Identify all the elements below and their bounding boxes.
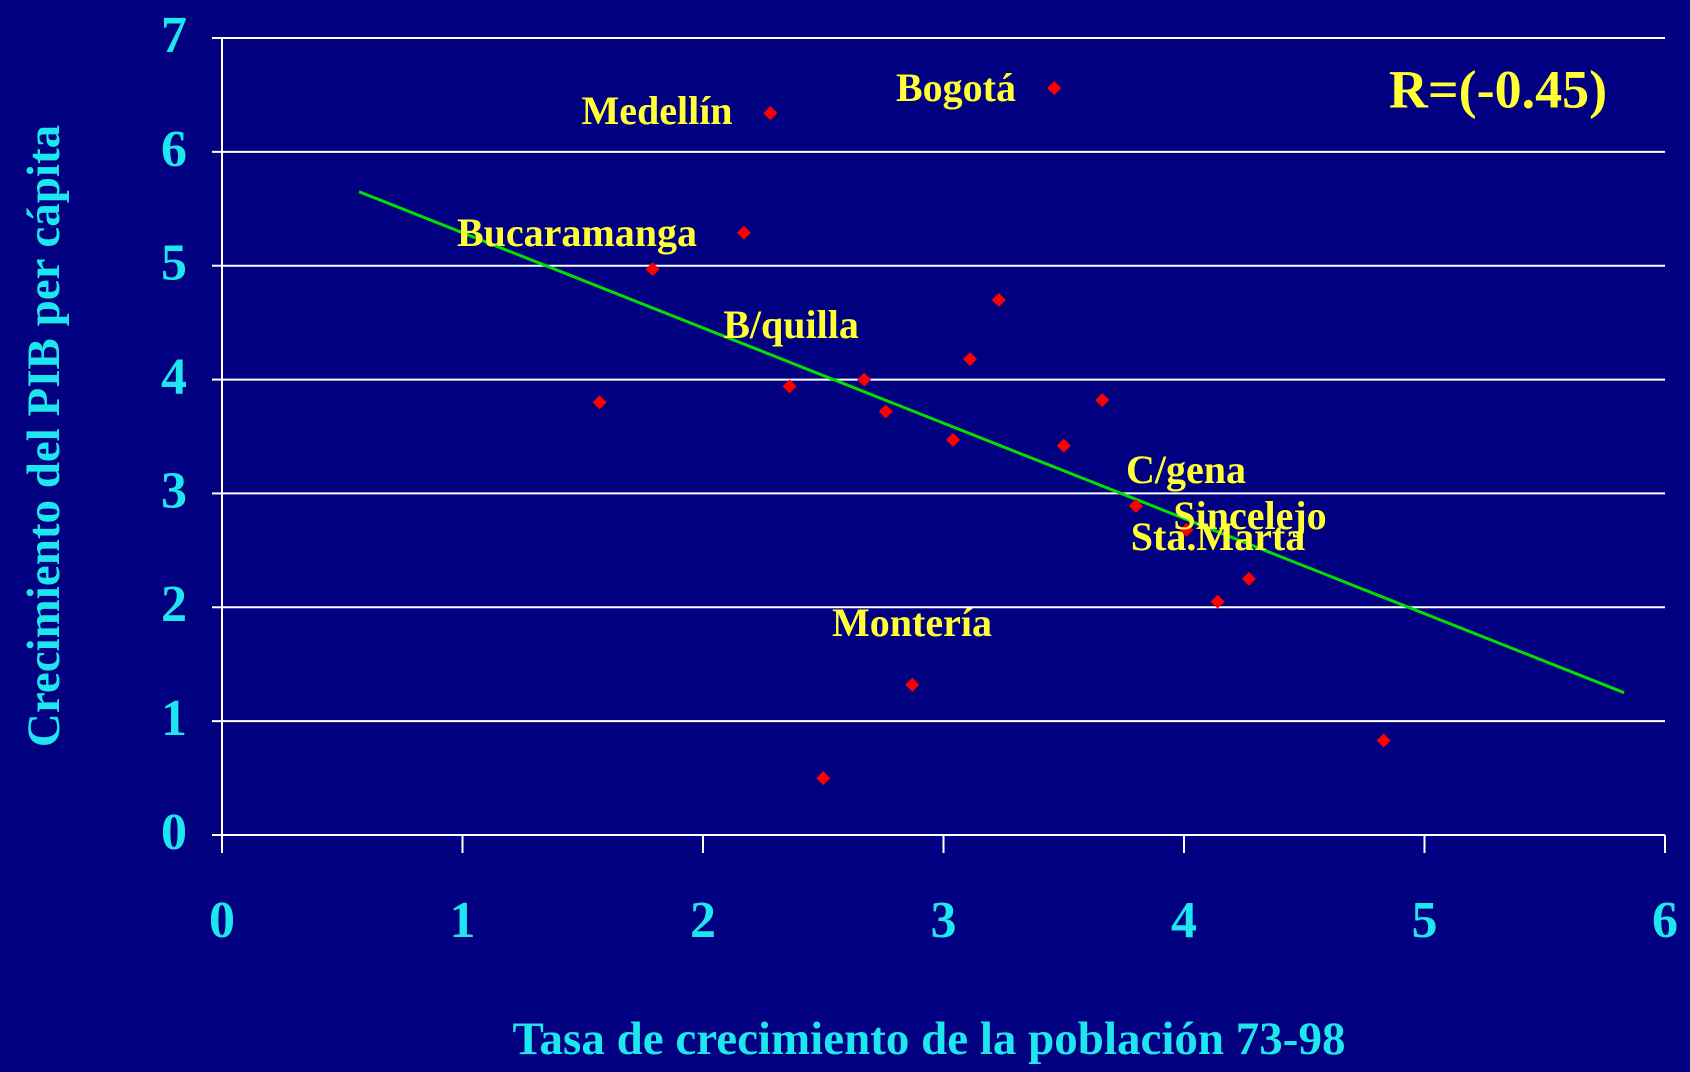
point: [1095, 393, 1110, 408]
x-tick-label: 1: [450, 892, 476, 949]
annotation: Sincelejo: [1173, 493, 1326, 538]
point: [816, 771, 831, 786]
y-tick-label: 4: [161, 349, 187, 406]
point: [1056, 438, 1071, 453]
point: [878, 404, 893, 419]
point: [1047, 81, 1062, 96]
point: [905, 677, 920, 692]
y-tick-label: 2: [161, 576, 187, 633]
x-tick-label: 2: [690, 892, 716, 949]
trend-line: [358, 190, 1625, 695]
y-tick-label: 0: [161, 804, 187, 861]
x-tick-label: 5: [1412, 892, 1438, 949]
point: [1128, 498, 1143, 513]
point: [946, 432, 961, 447]
point: [1241, 571, 1256, 586]
annotation: R=(-0.45): [1389, 59, 1607, 119]
point: [991, 292, 1006, 307]
y-tick-label: 5: [161, 235, 187, 292]
point: [1179, 522, 1194, 537]
point: [1376, 733, 1391, 748]
annotation: C/gena: [1126, 447, 1246, 492]
point: [645, 262, 660, 277]
x-tick-label: 4: [1171, 892, 1197, 949]
y-tick-label: 1: [161, 690, 187, 747]
annotation: B/quilla: [723, 302, 859, 347]
annotation: Bogotá: [896, 65, 1016, 110]
y-axis-title: Crecimiento del PIB per cápita: [18, 125, 70, 747]
x-tick-label: 6: [1652, 892, 1678, 949]
y-tick-label: 6: [161, 121, 187, 178]
point: [962, 352, 977, 367]
y-tick-label: 7: [161, 7, 187, 64]
point: [782, 379, 797, 394]
annotation: Montería: [832, 600, 992, 645]
point: [857, 372, 872, 387]
point: [1210, 594, 1225, 609]
annotation: Sta.Marta: [1131, 514, 1305, 559]
y-tick-label: 3: [161, 462, 187, 519]
annotation: Medellín: [581, 88, 732, 133]
x-tick-label: 3: [931, 892, 957, 949]
point: [763, 106, 778, 121]
point: [592, 395, 607, 410]
point: [736, 225, 751, 240]
x-axis-title: Tasa de crecimiento de la población 73-9…: [513, 1013, 1346, 1065]
annotation: Bucaramanga: [457, 210, 697, 255]
x-tick-label: 0: [209, 892, 235, 949]
